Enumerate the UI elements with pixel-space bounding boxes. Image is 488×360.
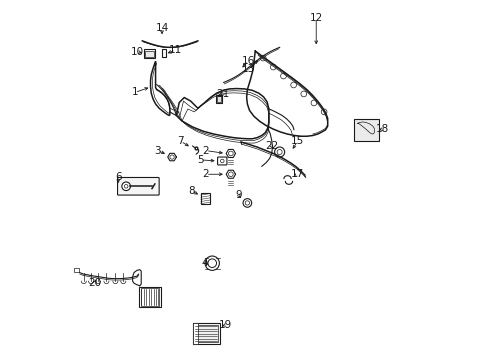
Text: 2: 2 — [202, 145, 209, 156]
Text: 6: 6 — [115, 172, 122, 182]
Text: 8: 8 — [188, 186, 194, 196]
Bar — [162, 49, 165, 57]
Bar — [144, 49, 155, 58]
Bar — [353, 119, 378, 140]
Bar — [201, 193, 209, 204]
Circle shape — [277, 149, 282, 154]
Text: 1: 1 — [131, 87, 138, 98]
Circle shape — [290, 82, 296, 88]
Circle shape — [270, 64, 276, 70]
Circle shape — [300, 91, 306, 97]
Circle shape — [169, 155, 174, 159]
Circle shape — [310, 100, 316, 106]
Bar — [140, 288, 159, 306]
Text: 3: 3 — [154, 145, 161, 156]
Text: 18: 18 — [376, 124, 389, 134]
Bar — [145, 50, 153, 57]
Text: 14: 14 — [155, 23, 168, 33]
Text: 21: 21 — [216, 89, 229, 99]
Circle shape — [204, 256, 219, 270]
FancyBboxPatch shape — [217, 157, 226, 165]
Circle shape — [321, 109, 326, 115]
Circle shape — [243, 199, 251, 207]
Bar — [215, 95, 222, 103]
Text: 15: 15 — [290, 136, 304, 146]
Text: 10: 10 — [130, 46, 143, 57]
Text: 17: 17 — [290, 169, 304, 179]
Text: 13: 13 — [242, 64, 255, 74]
Bar — [217, 96, 221, 102]
FancyBboxPatch shape — [117, 177, 159, 195]
Circle shape — [244, 201, 249, 205]
Text: 5: 5 — [197, 155, 203, 165]
Text: 22: 22 — [264, 141, 278, 151]
Text: 19: 19 — [219, 320, 232, 330]
Text: 12: 12 — [309, 13, 322, 23]
Circle shape — [124, 184, 128, 188]
Text: 2: 2 — [202, 169, 209, 179]
Circle shape — [122, 182, 130, 190]
Circle shape — [228, 151, 233, 156]
Bar — [139, 287, 161, 307]
Text: 4: 4 — [202, 258, 208, 268]
Bar — [74, 268, 79, 272]
Text: 7: 7 — [177, 136, 183, 146]
Circle shape — [207, 259, 216, 267]
Text: 11: 11 — [169, 45, 182, 55]
Circle shape — [274, 147, 284, 157]
Circle shape — [260, 55, 265, 61]
Text: 9: 9 — [235, 190, 242, 200]
Circle shape — [220, 159, 224, 163]
Circle shape — [280, 73, 286, 79]
Bar — [194, 325, 218, 342]
Bar — [192, 323, 198, 344]
Text: 20: 20 — [88, 278, 101, 288]
Text: 16: 16 — [242, 56, 255, 66]
Circle shape — [228, 172, 233, 177]
Bar — [192, 323, 219, 344]
